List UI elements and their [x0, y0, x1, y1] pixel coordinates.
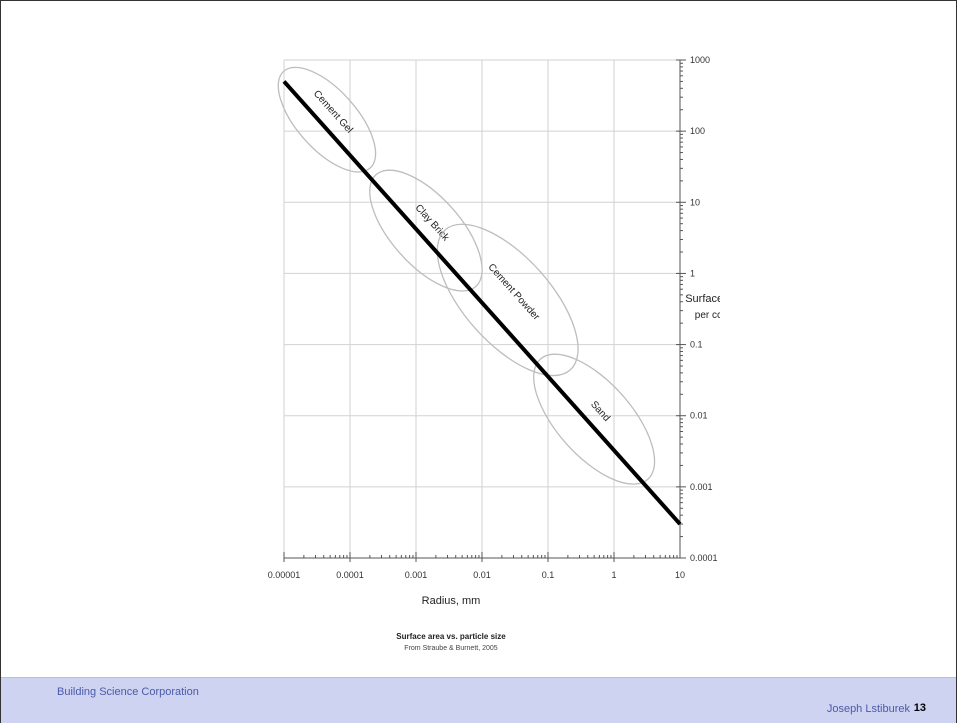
chart-title: Surface area vs. particle size: [396, 632, 506, 641]
series-line: [282, 80, 682, 526]
chart-subtitle: From Straube & Burnett, 2005: [404, 645, 497, 652]
y-tick-label: 0.001: [690, 482, 713, 492]
y-tick-label: 0.1: [690, 340, 703, 350]
region-ellipse: [369, 169, 483, 292]
region-ellipse: [533, 353, 656, 485]
chart-container: 0.00001 0.0001 0.001 0.01 0.1 1 10 1000 100 10 1 0.…: [240, 40, 750, 680]
x-tick-label: 0.00001: [268, 570, 301, 580]
page-number: 13: [913, 702, 926, 714]
x-tick-label: 0.001: [405, 570, 428, 580]
y-tick-label: 1: [690, 268, 695, 278]
y-tick-label: 0.0001: [690, 553, 718, 563]
y-axis-label-line2: per cc, m²: [695, 310, 720, 321]
x-tick-label: 10: [675, 570, 685, 580]
x-tick-label: 0.01: [473, 570, 491, 580]
region-label: Sand: [588, 399, 612, 424]
y-axis-label-line1: Surface Area: [685, 293, 720, 305]
x-axis-label: Radius, mm: [422, 595, 481, 607]
y-tick-label: 0.01: [690, 411, 708, 421]
x-tick-label: 0.0001: [336, 570, 364, 580]
footer-bar: Building Science Corporation Joseph Lsti…: [1, 677, 956, 723]
footer-author: Joseph Lstiburek: [826, 703, 910, 715]
region-ellipse: [436, 223, 579, 377]
x-tick-label: 0.1: [542, 570, 555, 580]
surface-area-chart: 0.00001 0.0001 0.001 0.01 0.1 1 10 1000 100 10 1 0.…: [268, 55, 750, 652]
region-ellipse: [277, 66, 377, 173]
region-label: Cement Gel: [311, 88, 355, 135]
y-tick-label: 100: [690, 126, 705, 136]
footer-organization: Building Science Corporation: [57, 686, 199, 698]
y-tick-label: 10: [690, 197, 700, 207]
y-tick-label: 1000: [690, 55, 710, 65]
region-label: Clay Brick: [413, 202, 452, 244]
x-tick-label: 1: [611, 570, 616, 580]
